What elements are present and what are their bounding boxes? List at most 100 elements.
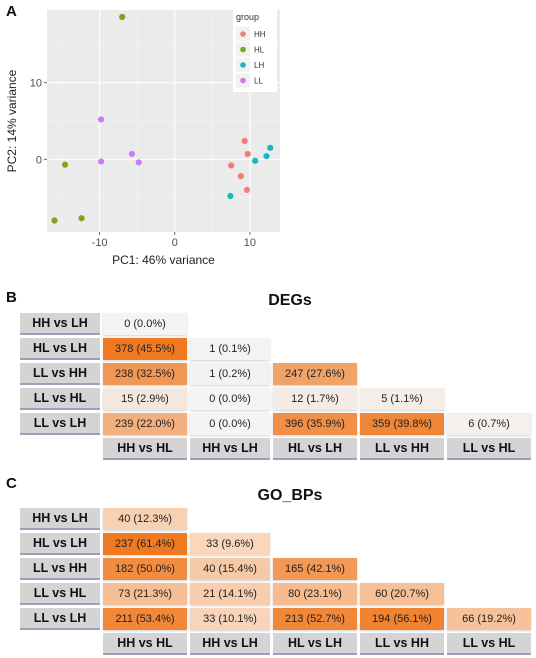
degs-row-header: LL vs HL	[20, 388, 100, 410]
degs-empty-cell	[190, 313, 270, 335]
degs-matrix: HH vs LH 0 (0.0%) HL vs LH 378 (45.5%) 1 (0.…	[17, 310, 534, 463]
gobps-cell: 66 (19.2%)	[447, 608, 531, 630]
degs-column-header-row: HH vs HL HH vs LH HL vs LH LL vs HH LL vs HL	[20, 438, 531, 460]
gobps-empty-cell	[447, 558, 531, 580]
gobps-matrix: HH vs LH 40 (12.3%) HL vs LH 237 (61.4%) 33 …	[17, 505, 534, 658]
degs-empty-cell	[273, 338, 357, 360]
point-hl	[51, 217, 58, 224]
degs-empty-cell	[447, 313, 531, 335]
gobps-row-header: LL vs LH	[20, 608, 100, 630]
gobps-cell: 40 (15.4%)	[190, 558, 270, 580]
gobps-cell: 213 (52.7%)	[273, 608, 357, 630]
degs-cell: 247 (27.6%)	[273, 363, 357, 385]
degs-cell: 0 (0.0%)	[190, 388, 270, 410]
y-tick-label: 0	[36, 154, 42, 166]
point-hl	[78, 215, 85, 222]
degs-column-header: HL vs LH	[273, 438, 357, 460]
point-hl	[119, 13, 126, 20]
degs-column-header: HH vs LH	[190, 438, 270, 460]
gobps-cell: 33 (10.1%)	[190, 608, 270, 630]
degs-cell: 239 (22.0%)	[103, 413, 187, 435]
degs-row-header: LL vs LH	[20, 413, 100, 435]
degs-row: HH vs LH 0 (0.0%)	[20, 313, 531, 335]
degs-row: LL vs HH 238 (32.5%) 1 (0.2%) 247 (27.6%)	[20, 363, 531, 385]
x-tick-label: 10	[244, 237, 256, 249]
gobps-row: LL vs LH 211 (53.4%) 33 (10.1%) 213 (52.7%)…	[20, 608, 531, 630]
gobps-row-header: HH vs LH	[20, 508, 100, 530]
gobps-row-header: LL vs HH	[20, 558, 100, 580]
degs-cell: 15 (2.9%)	[103, 388, 187, 410]
gobps-row: LL vs HL 73 (21.3%) 21 (14.1%) 80 (23.1%) 60…	[20, 583, 531, 605]
point-hh	[241, 137, 248, 145]
legend-marker-lh	[240, 62, 246, 68]
gobps-cell: 73 (21.3%)	[103, 583, 187, 605]
degs-cell: 378 (45.5%)	[103, 338, 187, 360]
gobps-empty-cell	[447, 583, 531, 605]
degs-empty-cell	[360, 363, 444, 385]
point-ll	[135, 159, 142, 166]
gobps-cell: 211 (53.4%)	[103, 608, 187, 630]
degs-empty-cell	[273, 313, 357, 335]
gobps-row-header: HL vs LH	[20, 533, 100, 555]
gobps-corner	[20, 633, 100, 655]
gobps-column-header: LL vs HH	[360, 633, 444, 655]
legend-marker-hl	[240, 46, 246, 53]
degs-empty-cell	[447, 363, 531, 385]
degs-cell: 396 (35.9%)	[273, 413, 357, 435]
gobps-cell: 165 (42.1%)	[273, 558, 357, 580]
degs-row: LL vs HL 15 (2.9%) 0 (0.0%) 12 (1.7%) 5 (1.1…	[20, 388, 531, 410]
y-axis-title: PC2: 14% variance	[5, 69, 19, 172]
degs-column-header: LL vs HL	[447, 438, 531, 460]
degs-column-header: LL vs HH	[360, 438, 444, 460]
x-tick-label: -10	[92, 237, 108, 249]
y-tick-label: 10	[30, 78, 42, 90]
gobps-row: HL vs LH 237 (61.4%) 33 (9.6%)	[20, 533, 531, 555]
degs-row: HL vs LH 378 (45.5%) 1 (0.1%)	[20, 338, 531, 360]
gobps-column-header: HH vs HL	[103, 633, 187, 655]
point-lh	[252, 157, 259, 164]
x-tick-label: 0	[172, 237, 178, 249]
degs-row: LL vs LH 239 (22.0%) 0 (0.0%) 396 (35.9%) 35…	[20, 413, 531, 435]
point-lh	[227, 192, 234, 200]
legend-label-hl: HL	[254, 46, 265, 55]
panel-letter-c: C	[6, 475, 17, 492]
gobps-row: LL vs HH 182 (50.0%) 40 (15.4%) 165 (42.1%)	[20, 558, 531, 580]
legend-title: group	[236, 12, 259, 22]
point-hh	[244, 150, 251, 158]
degs-cell: 0 (0.0%)	[103, 313, 187, 335]
point-ll	[128, 150, 136, 158]
legend-marker-ll	[240, 77, 246, 84]
degs-title: DEGs	[268, 292, 312, 309]
degs-empty-cell	[360, 313, 444, 335]
gobps-empty-cell	[447, 533, 531, 555]
degs-cell: 1 (0.2%)	[190, 363, 270, 385]
degs-cell: 5 (1.1%)	[360, 388, 444, 410]
point-hh	[228, 162, 235, 169]
pca-scatter-plot: -10 0 10 0 10 PC1: 46% variance PC2: 14% varia…	[5, 10, 280, 267]
point-hh	[243, 186, 251, 193]
gobps-empty-cell	[447, 508, 531, 530]
degs-empty-cell	[360, 338, 444, 360]
gobps-column-header: HL vs LH	[273, 633, 357, 655]
degs-column-header: HH vs HL	[103, 438, 187, 460]
degs-corner	[20, 438, 100, 460]
gobps-cell: 40 (12.3%)	[103, 508, 187, 530]
degs-row-header: HL vs LH	[20, 338, 100, 360]
point-lh	[263, 153, 270, 160]
gobps-row: HH vs LH 40 (12.3%)	[20, 508, 531, 530]
gobps-empty-cell	[273, 533, 357, 555]
gobps-empty-cell	[360, 558, 444, 580]
degs-empty-cell	[447, 388, 531, 410]
point-hl	[61, 161, 69, 168]
gobps-empty-cell	[360, 508, 444, 530]
point-ll	[98, 116, 105, 123]
legend-label-hh: HH	[254, 30, 266, 39]
panel-letter-b: B	[6, 289, 17, 306]
gobps-cell: 194 (56.1%)	[360, 608, 444, 630]
degs-cell: 1 (0.1%)	[190, 338, 270, 360]
gobps-cell: 80 (23.1%)	[273, 583, 357, 605]
gobps-row-header: LL vs HL	[20, 583, 100, 605]
degs-cell: 0 (0.0%)	[190, 413, 270, 435]
degs-cell: 6 (0.7%)	[447, 413, 531, 435]
degs-row-header: LL vs HH	[20, 363, 100, 385]
